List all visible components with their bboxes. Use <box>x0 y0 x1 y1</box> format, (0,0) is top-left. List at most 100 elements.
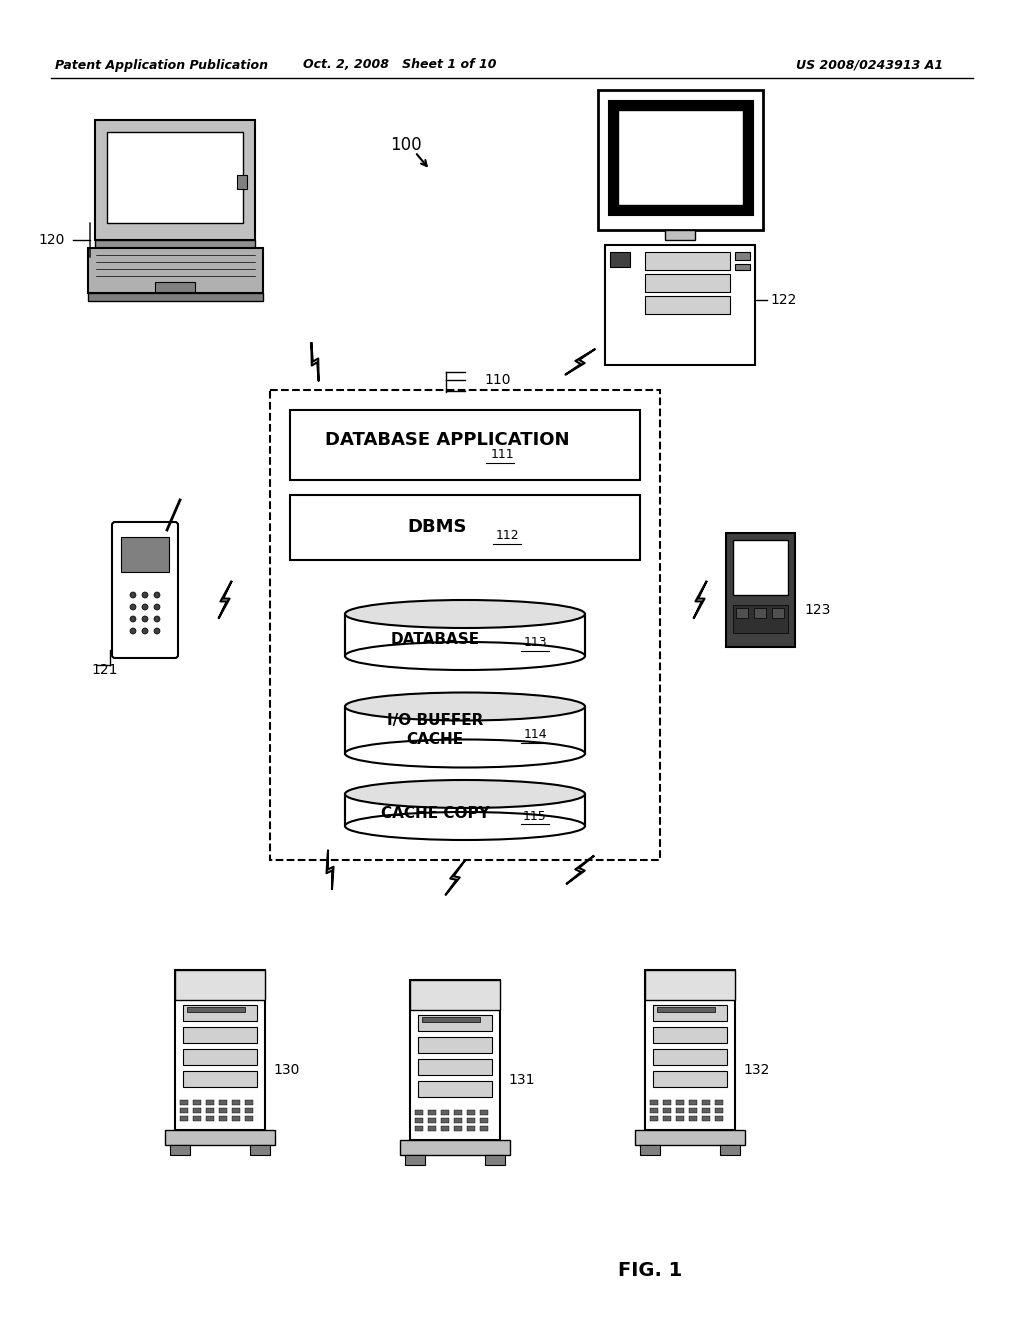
Bar <box>345 795 585 826</box>
Bar <box>180 1107 188 1113</box>
Bar <box>250 1144 270 1155</box>
Text: 122: 122 <box>770 293 797 308</box>
Bar <box>454 1126 462 1131</box>
Bar <box>422 1016 480 1022</box>
Bar <box>121 537 169 572</box>
Text: 131: 131 <box>508 1073 535 1086</box>
Bar <box>467 1118 475 1123</box>
Bar <box>206 1100 214 1105</box>
Bar <box>676 1107 684 1113</box>
Text: 115: 115 <box>523 809 547 822</box>
Bar <box>193 1115 201 1121</box>
Bar <box>645 970 735 1001</box>
Bar <box>180 1100 188 1105</box>
Ellipse shape <box>345 739 585 767</box>
Circle shape <box>154 591 160 598</box>
Bar <box>206 1107 214 1113</box>
Bar <box>485 1155 505 1166</box>
FancyBboxPatch shape <box>112 521 178 657</box>
Bar <box>665 230 695 240</box>
Bar <box>663 1115 671 1121</box>
Circle shape <box>142 591 148 598</box>
Bar <box>245 1100 253 1105</box>
Text: 114: 114 <box>523 729 547 742</box>
Bar <box>653 1071 727 1086</box>
Bar <box>183 1027 257 1043</box>
Bar <box>467 1110 475 1115</box>
Bar <box>735 264 750 271</box>
Text: 120: 120 <box>39 234 65 247</box>
Circle shape <box>130 628 136 634</box>
Bar <box>345 614 585 656</box>
Bar <box>480 1118 488 1123</box>
Bar <box>663 1100 671 1105</box>
Bar <box>735 609 748 618</box>
Ellipse shape <box>345 601 585 628</box>
Bar <box>689 1107 697 1113</box>
Bar <box>428 1118 436 1123</box>
Text: 113: 113 <box>523 636 547 649</box>
Text: FIG. 1: FIG. 1 <box>617 1261 682 1279</box>
Ellipse shape <box>345 812 585 840</box>
Bar <box>219 1107 227 1113</box>
Bar <box>735 252 750 260</box>
Text: 130: 130 <box>273 1063 299 1077</box>
Bar <box>612 106 748 210</box>
Bar <box>400 1140 510 1155</box>
Text: 110: 110 <box>484 374 511 387</box>
Bar <box>645 970 735 1130</box>
Bar <box>418 1081 492 1097</box>
Text: 123: 123 <box>805 603 830 616</box>
Bar <box>597 90 763 230</box>
Text: 111: 111 <box>490 449 514 462</box>
Bar <box>345 706 585 754</box>
Bar <box>657 1007 715 1012</box>
Text: US 2008/0243913 A1: US 2008/0243913 A1 <box>797 58 943 71</box>
Text: CACHE COPY: CACHE COPY <box>381 805 489 821</box>
Bar <box>232 1100 240 1105</box>
Bar <box>175 970 265 1130</box>
Bar <box>232 1115 240 1121</box>
Bar <box>689 1115 697 1121</box>
Bar <box>650 1115 658 1121</box>
Bar <box>183 1005 257 1020</box>
Bar <box>650 1107 658 1113</box>
Circle shape <box>154 628 160 634</box>
Text: I/O BUFFER
CACHE: I/O BUFFER CACHE <box>387 713 483 747</box>
Bar <box>170 1144 190 1155</box>
Bar <box>237 176 247 189</box>
Circle shape <box>154 616 160 622</box>
Text: 132: 132 <box>743 1063 769 1077</box>
Bar <box>467 1126 475 1131</box>
Bar <box>610 252 630 267</box>
Circle shape <box>142 605 148 610</box>
Bar <box>715 1115 723 1121</box>
Bar <box>410 979 500 1010</box>
Ellipse shape <box>345 642 585 671</box>
Bar <box>290 495 640 560</box>
Bar <box>410 979 500 1140</box>
Bar <box>617 110 742 205</box>
Bar <box>645 252 730 271</box>
Text: 121: 121 <box>92 663 118 677</box>
Text: Patent Application Publication: Patent Application Publication <box>55 58 268 71</box>
Bar <box>640 1144 660 1155</box>
Bar <box>653 1005 727 1020</box>
Bar <box>180 1115 188 1121</box>
Polygon shape <box>565 350 595 375</box>
Bar <box>406 1155 425 1166</box>
Text: DATABASE: DATABASE <box>390 632 479 648</box>
Bar <box>441 1118 449 1123</box>
Text: 112: 112 <box>496 529 519 543</box>
Bar <box>754 609 766 618</box>
Bar <box>732 540 787 595</box>
Bar <box>689 1100 697 1105</box>
Bar <box>454 1110 462 1115</box>
Bar <box>650 1100 658 1105</box>
Bar <box>645 296 730 314</box>
Bar <box>454 1118 462 1123</box>
Text: Oct. 2, 2008   Sheet 1 of 10: Oct. 2, 2008 Sheet 1 of 10 <box>303 58 497 71</box>
Polygon shape <box>693 582 707 618</box>
Bar <box>418 1038 492 1053</box>
Bar <box>245 1107 253 1113</box>
